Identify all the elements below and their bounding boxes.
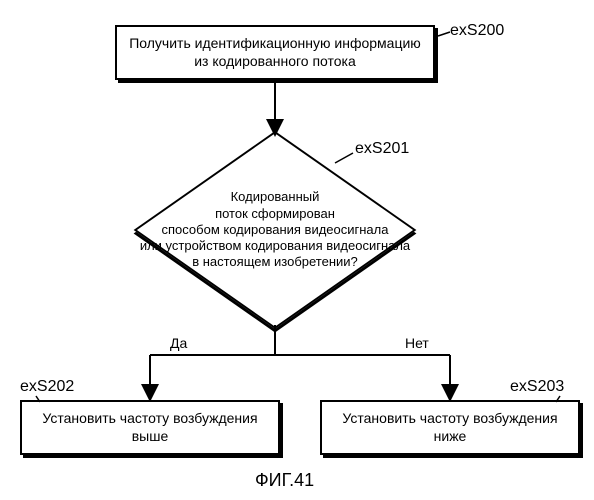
process-box-start-text: Получить идентификационную информацию из… [123,35,427,70]
figure-caption-text: ФИГ.41 [255,470,314,490]
process-box-yes-text: Установить частоту возбуждения выше [42,410,257,445]
edge-label-yes-text: Да [170,335,187,351]
step-label-start: exS200 [450,22,504,40]
process-box-start: Получить идентификационную информацию из… [115,25,435,80]
process-box-yes: Установить частоту возбуждения выше [20,400,280,455]
step-label-decision: exS201 [355,140,409,158]
figure-caption: ФИГ.41 [255,470,314,491]
edge-label-no: Нет [405,335,429,351]
edge-label-no-text: Нет [405,335,429,351]
step-label-no: exS203 [510,378,564,396]
step-label-yes-text: exS202 [20,378,74,395]
flowchart-canvas: Получить идентификационную информацию из… [0,0,594,500]
step-label-start-text: exS200 [450,22,504,39]
decision-diamond-text-container: Кодированный поток сформирован способом … [105,135,445,325]
process-box-no-text: Установить частоту возбуждения ниже [342,410,557,445]
step-label-no-text: exS203 [510,378,564,395]
decision-diamond: Кодированный поток сформирован способом … [105,135,445,325]
edge-label-yes: Да [170,335,187,351]
step-label-yes: exS202 [20,378,74,396]
process-box-no: Установить частоту возбуждения ниже [320,400,580,455]
step-label-decision-text: exS201 [355,140,409,157]
decision-diamond-text: Кодированный поток сформирован способом … [140,189,410,270]
